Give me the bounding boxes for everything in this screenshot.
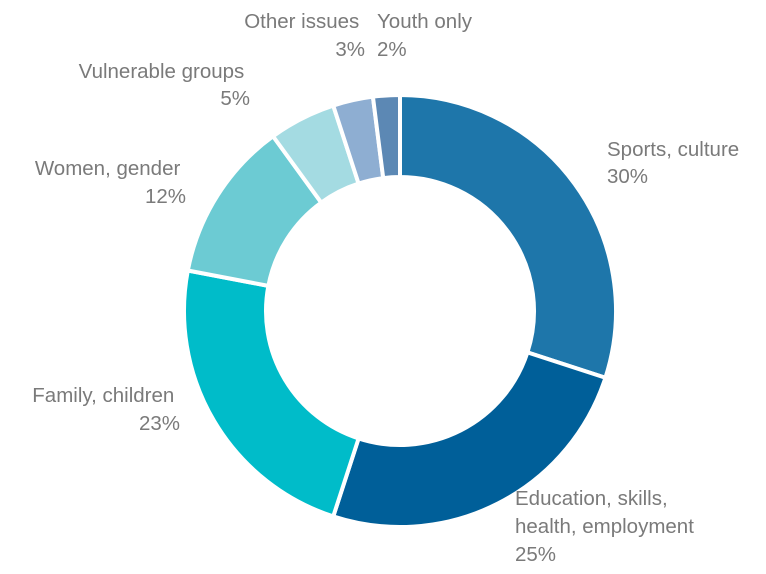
label-vulnerable-groups: Vulnerable groups 5%	[79, 60, 250, 110]
slice-family-children	[182, 268, 362, 519]
label-family-value: 23%	[139, 412, 180, 435]
slice-education-skills-health-employment	[330, 349, 608, 529]
label-youth-only: Youth only 2%	[377, 10, 478, 61]
slice-youth-only	[370, 92, 402, 181]
label-education-line1: Education, skills,	[515, 487, 668, 510]
label-women-value: 12%	[145, 185, 186, 208]
label-sports-culture: Sports, culture 30%	[607, 138, 745, 188]
label-family-line1: Family, children	[32, 384, 174, 407]
label-youth-value: 2%	[377, 38, 407, 61]
label-other-value: 3%	[335, 38, 365, 61]
slice-sports-culture	[398, 92, 618, 381]
label-sports-culture-line1: Sports, culture	[607, 138, 739, 161]
label-women-gender: Women, gender 12%	[35, 157, 186, 208]
label-education-line2: health, employment	[515, 515, 694, 538]
label-sports-culture-value: 30%	[607, 165, 648, 188]
label-education-value: 25%	[515, 543, 556, 566]
label-youth-line1: Youth only	[377, 10, 473, 33]
label-vulnerable-line1: Vulnerable groups	[79, 60, 245, 83]
label-vulnerable-value: 5%	[220, 87, 250, 110]
label-other-line1: Other issues	[244, 10, 359, 33]
label-women-line1: Women, gender	[35, 157, 181, 180]
label-other-issues: Other issues 3%	[244, 10, 365, 61]
label-family-children: Family, children 23%	[32, 384, 180, 435]
slice-labels: Sports, culture 30% Education, skills, h…	[32, 10, 745, 566]
label-education-skills: Education, skills, health, employment 25…	[515, 487, 700, 566]
donut-slices	[182, 92, 618, 529]
